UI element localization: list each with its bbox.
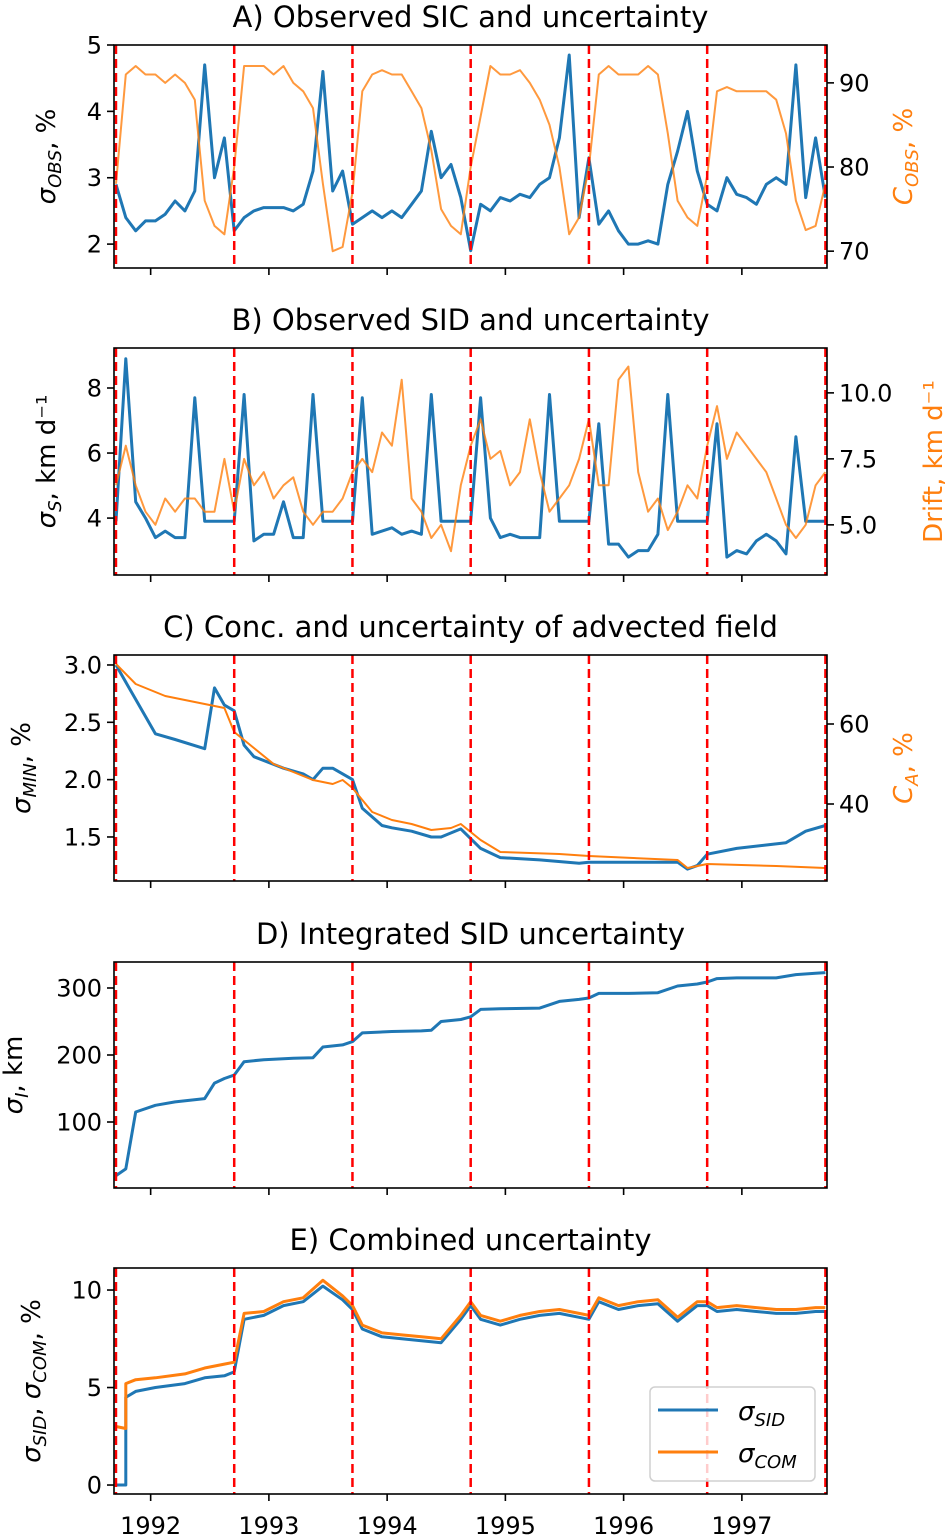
panel-title: A) Observed SIC and uncertainty (233, 0, 709, 34)
ylabel-sym: σ (0, 1096, 29, 1114)
y-tick-label: 1.5 (64, 823, 102, 851)
legend-label: σSID (738, 1397, 785, 1431)
ylabel-sub: MIN (20, 763, 41, 797)
y-tick-label: 200 (56, 1041, 102, 1069)
series-line-blue (115, 971, 826, 1177)
ylabel-rest2: , % (17, 1299, 47, 1340)
ylabel-rest: Drift, km d⁻¹ (919, 380, 948, 543)
axes-frame (113, 1267, 828, 1495)
panel-b: B) Observed SID and uncertainty 4 6 8 5.0 7.5… (32, 303, 948, 582)
ylabel-rest: , (17, 1399, 47, 1416)
legend-subscript: SID (754, 1410, 785, 1431)
y-tick-label: 2.5 (64, 709, 102, 737)
x-tick-label: 1992 (120, 1512, 181, 1536)
y-right-tick-label: 60 (839, 711, 870, 739)
y-tick-label: 8 (87, 375, 102, 403)
x-tick-label: 1993 (238, 1512, 299, 1536)
y-tick-label: 300 (56, 974, 102, 1002)
plot-area (115, 1278, 826, 1487)
axes-frame (113, 961, 828, 1189)
y-right-tick-label: 90 (839, 69, 870, 97)
y-axis-label: σMIN, % (7, 722, 41, 814)
legend-label: σCOM (738, 1439, 797, 1473)
ylabel-sub: I (12, 1093, 33, 1098)
panel-title: D) Integrated SID uncertainty (256, 917, 685, 951)
ylabel-rest: , km (0, 1036, 29, 1093)
y-tick-label: 100 (56, 1109, 102, 1137)
y-tick-label: 0 (87, 1472, 102, 1500)
series-line-orange (115, 365, 827, 553)
y-axis-label-right: Drift, km d⁻¹ (919, 380, 948, 543)
y-right-tick-label: 10.0 (839, 379, 892, 407)
panel-c: C) Conc. and uncertainty of advected fie… (7, 610, 923, 888)
ylabel-sub: A (902, 773, 923, 786)
ylabel-sub: S (45, 500, 66, 511)
legend-subscript: COM (754, 1452, 797, 1473)
ylabel-rest: , % (889, 732, 919, 773)
y-tick-label: 2.0 (64, 766, 102, 794)
ylabel-sub: OBS (902, 149, 923, 187)
y-right-tick-label: 5.0 (839, 511, 877, 539)
panel-title: B) Observed SID and uncertainty (231, 303, 709, 337)
y-right-tick-label: 7.5 (839, 445, 877, 473)
plot-area (115, 971, 826, 1177)
y-right-tick-label: 80 (839, 154, 870, 182)
series-line-blue (116, 1284, 826, 1487)
ylabel-sym: σ (7, 796, 37, 814)
ylabel-sym: σ (17, 1445, 47, 1463)
y-tick-label: 5 (87, 1374, 102, 1402)
axes-frame (113, 347, 828, 576)
x-tick-label: 1996 (593, 1512, 654, 1536)
ylabel-rest: , km d⁻¹ (32, 395, 62, 501)
axes-frame (113, 654, 828, 882)
axes-frame (113, 44, 828, 269)
ylabel-sym: σ (32, 186, 62, 204)
panel-a: A) Observed SIC and uncertainty 2 3 4 5 70 80 9… (32, 0, 923, 275)
y-tick-label: 4 (87, 505, 102, 533)
y-tick-label: 2 (87, 231, 102, 259)
ylabel-sym: C (889, 186, 919, 205)
panel-d: D) Integrated SID uncertainty 100 200 300 σI… (0, 917, 828, 1195)
y-tick-label: 10 (71, 1277, 102, 1305)
x-tick-label: 1997 (711, 1512, 772, 1536)
y-axis-label: σI, km (0, 1036, 33, 1115)
series-line-orange (115, 1278, 826, 1430)
x-tick-label: 1995 (475, 1512, 536, 1536)
ylabel-sym: σ (32, 510, 62, 528)
ylabel-sub2: COM (30, 1340, 51, 1383)
x-tick-label: 1994 (357, 1512, 418, 1536)
y-axis-label: σSID, σCOM, % (17, 1299, 51, 1463)
y-axis-label-right: CA, % (889, 732, 923, 804)
plot-area (114, 357, 827, 559)
y-axis-label-right: COBS, % (889, 108, 923, 205)
ylabel-rest: , % (889, 108, 919, 149)
y-axis-label: σS, km d⁻¹ (32, 395, 66, 529)
ylabel-rest: , % (32, 109, 62, 150)
legend-symbol: σ (738, 1397, 756, 1427)
y-tick-label: 6 (87, 440, 102, 468)
y-tick-label: 3.0 (64, 651, 102, 679)
ylabel-sym: C (889, 785, 919, 804)
legend-symbol: σ (738, 1439, 756, 1469)
panel-title: E) Combined uncertainty (290, 1223, 652, 1257)
y-tick-label: 3 (87, 164, 102, 192)
panel-title: C) Conc. and uncertainty of advected fie… (163, 610, 778, 644)
plot-area (114, 663, 826, 871)
y-tick-label: 4 (87, 98, 102, 126)
ylabel-sub: SID (30, 1416, 51, 1447)
ylabel-sym2: σ (17, 1381, 47, 1399)
y-right-tick-label: 70 (839, 238, 870, 266)
y-axis-label: σOBS, % (32, 109, 66, 205)
ylabel-sub: OBS (45, 150, 66, 188)
ylabel-rest: , % (7, 722, 37, 763)
series-line-blue (114, 357, 826, 559)
series-line-orange (115, 663, 826, 869)
y-right-tick-label: 40 (839, 791, 870, 819)
panel-e: E) Combined uncertainty 1992 1993 1994 1995 1… (17, 1223, 828, 1536)
y-tick-label: 5 (87, 32, 102, 60)
